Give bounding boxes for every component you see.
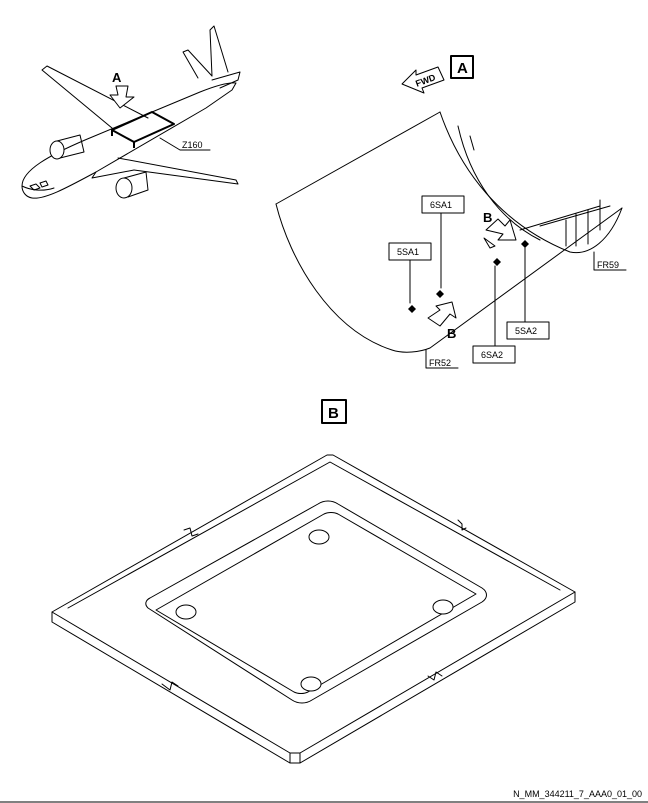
sensor-6sa2-marker bbox=[493, 258, 501, 266]
sensor-markers bbox=[408, 240, 529, 313]
access-panel bbox=[51, 454, 576, 764]
fr59-label: FR59 bbox=[597, 260, 619, 270]
sensor-5sa2-label: 5SA2 bbox=[515, 326, 537, 336]
sensor-5sa1-label: 5SA1 bbox=[397, 247, 419, 257]
sensor-5sa1-marker bbox=[408, 305, 416, 313]
fastener-left bbox=[175, 604, 197, 620]
sensor-5sa2-marker bbox=[521, 240, 529, 248]
sensor-callouts: 5SA1 6SA1 5SA2 6SA2 bbox=[388, 195, 550, 364]
sensor-6sa1-marker bbox=[436, 290, 444, 298]
view-arrow-b-lower: B bbox=[427, 301, 457, 341]
detail-b-label: B bbox=[328, 405, 339, 422]
view-arrow-b-upper: B bbox=[483, 210, 517, 249]
aircraft-overview: A Z160 bbox=[21, 25, 241, 199]
view-arrow-a-label: A bbox=[112, 70, 122, 85]
fr59-leader bbox=[593, 251, 627, 271]
fr52-label: FR52 bbox=[429, 358, 451, 368]
zone-label: Z160 bbox=[182, 140, 203, 150]
sensor-6sa2-label: 6SA2 bbox=[481, 350, 503, 360]
view-arrow-b-lower-label: B bbox=[447, 326, 456, 341]
figure-reference: N_MM_344211_7_AAA0_01_00 bbox=[513, 789, 642, 799]
fwd-indicator: FWD bbox=[401, 66, 445, 94]
detail-a-box bbox=[450, 55, 474, 79]
view-arrow-b-upper-label: B bbox=[483, 210, 492, 225]
detail-b-box bbox=[321, 399, 347, 424]
fr52-leader bbox=[425, 349, 459, 369]
fastener-bottom bbox=[300, 676, 322, 692]
detail-a-label: A bbox=[457, 60, 468, 77]
fuselage-section bbox=[275, 111, 623, 353]
sensor-6sa1-label: 6SA1 bbox=[430, 200, 452, 210]
fastener-right bbox=[432, 599, 454, 615]
fastener-top bbox=[308, 529, 330, 545]
